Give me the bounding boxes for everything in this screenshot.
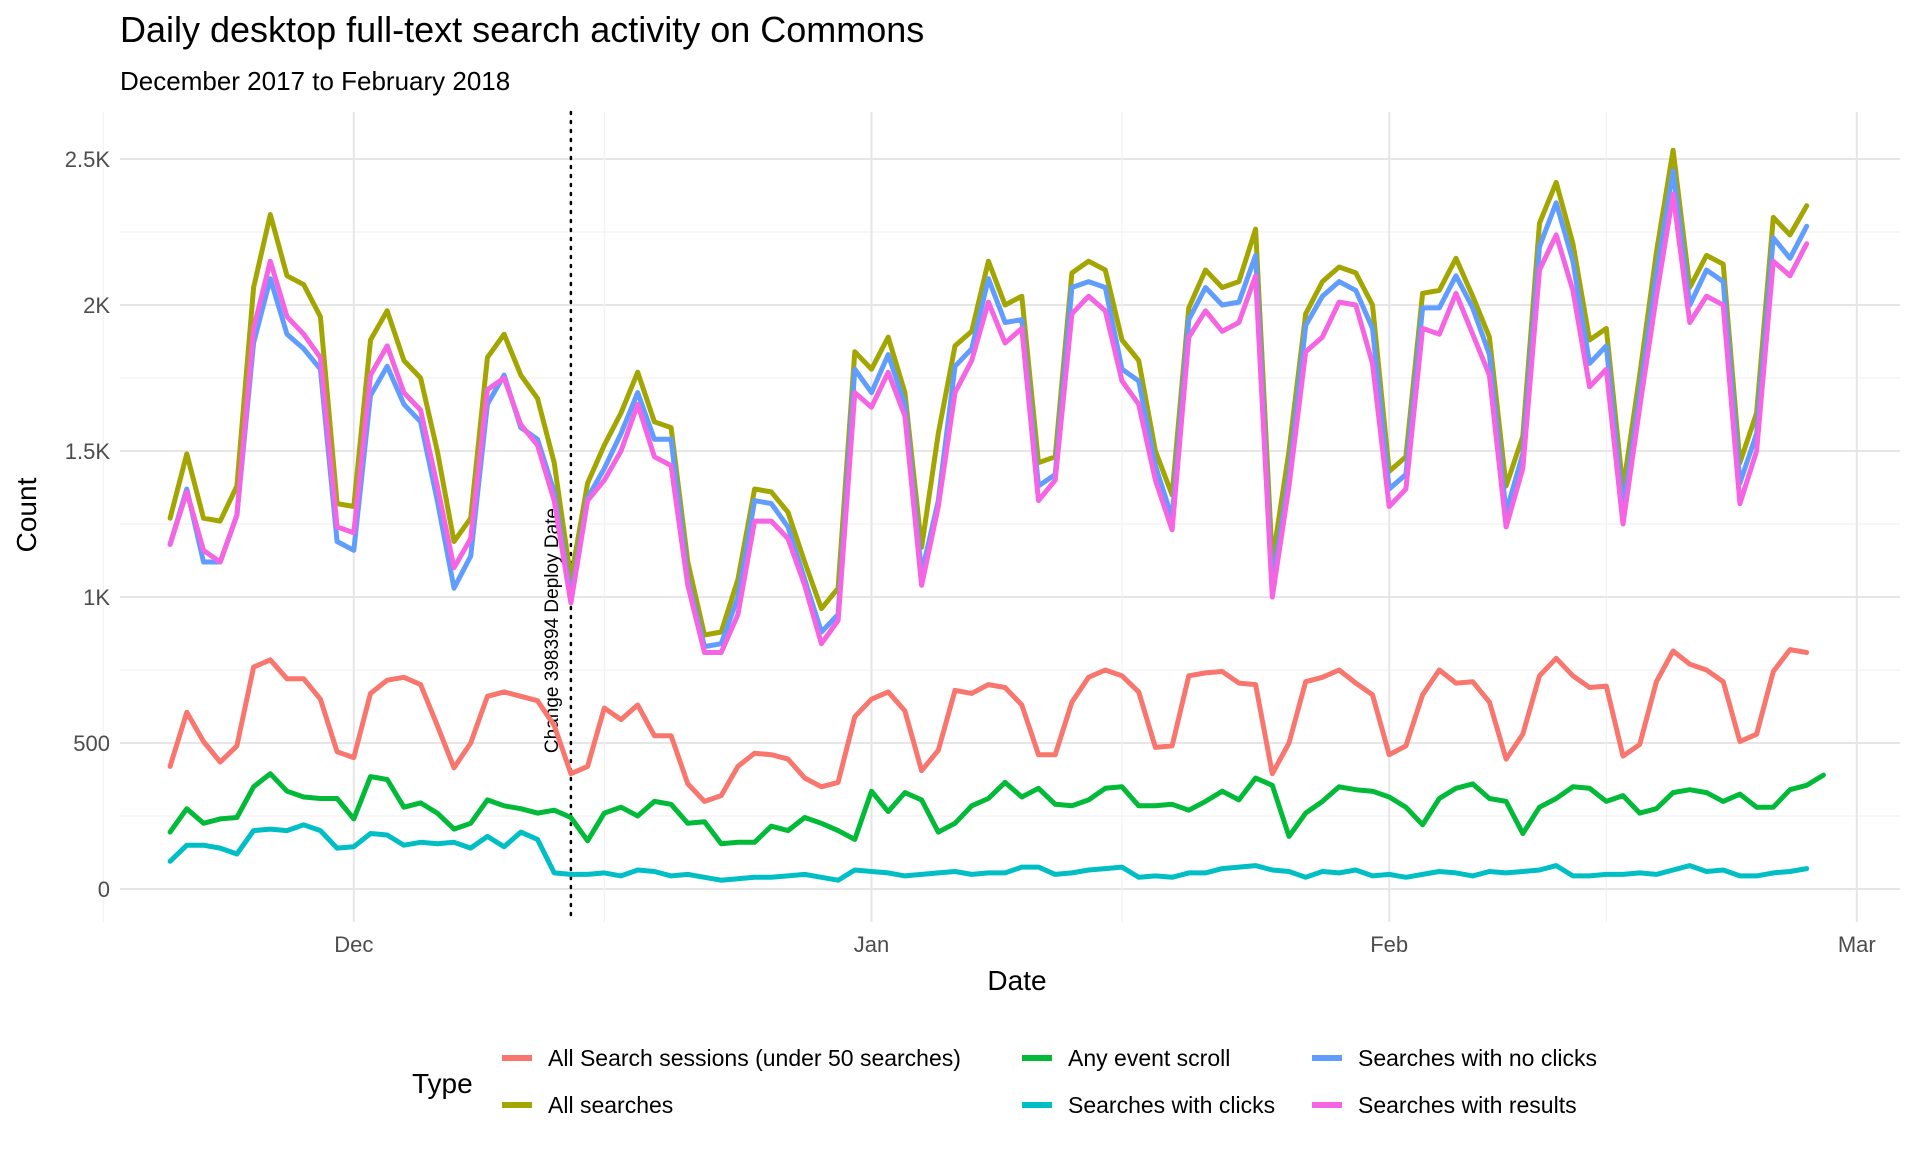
y-axis-title: Count (11, 477, 42, 552)
x-axis-title: Date (987, 965, 1046, 996)
series-line-all-search-sessions-under-50-searches (167, 647, 1810, 804)
legend-title: Type (412, 1068, 473, 1099)
series-line-searches-with-results (167, 191, 1810, 655)
y-axis-ticks: 0 500 1K 1.5K 2K 2.5K (65, 147, 111, 902)
legend-item: Searches with no clicks (1312, 1045, 1597, 1071)
legend-item: Any event scroll (1022, 1045, 1230, 1071)
y-tick-label: 0 (98, 877, 110, 902)
legend-item: Searches with results (1312, 1092, 1577, 1118)
x-tick-label: Mar (1838, 932, 1876, 957)
x-tick-label: Feb (1370, 932, 1408, 957)
x-axis-ticks: Dec Jan Feb Mar (334, 932, 1876, 957)
legend-label: Searches with results (1358, 1092, 1577, 1118)
legend-label: Searches with no clicks (1358, 1045, 1597, 1071)
deploy-annotation: Change 398394 Deploy Date (542, 110, 573, 920)
legend: All Search sessions (under 50 searches) A… (502, 1045, 1597, 1118)
legend-label: All searches (548, 1092, 673, 1118)
y-tick-label: 2K (83, 293, 110, 318)
chart-title: Daily desktop full-text search activity … (120, 9, 924, 50)
legend-label: All Search sessions (under 50 searches) (548, 1045, 961, 1071)
deploy-date-label: Change 398394 Deploy Date (542, 508, 563, 753)
y-tick-label: 1K (83, 585, 110, 610)
y-tick-label: 1.5K (65, 439, 111, 464)
legend-item: Searches with clicks (1022, 1092, 1275, 1118)
y-tick-label: 500 (73, 731, 110, 756)
y-tick-label: 2.5K (65, 147, 111, 172)
legend-label: Any event scroll (1068, 1045, 1230, 1071)
series-line-searches-with-no-clicks (167, 168, 1810, 650)
legend-item: All searches (502, 1092, 673, 1118)
series-line-searches-with-clicks (167, 822, 1810, 883)
series-lines (167, 147, 1826, 883)
legend-item: All Search sessions (under 50 searches) (502, 1045, 961, 1071)
x-tick-label: Dec (334, 932, 373, 957)
series-line-any-event-scroll (167, 771, 1826, 847)
chart-subtitle: December 2017 to February 2018 (120, 66, 510, 96)
legend-label: Searches with clicks (1068, 1092, 1275, 1118)
x-tick-label: Jan (854, 932, 889, 957)
